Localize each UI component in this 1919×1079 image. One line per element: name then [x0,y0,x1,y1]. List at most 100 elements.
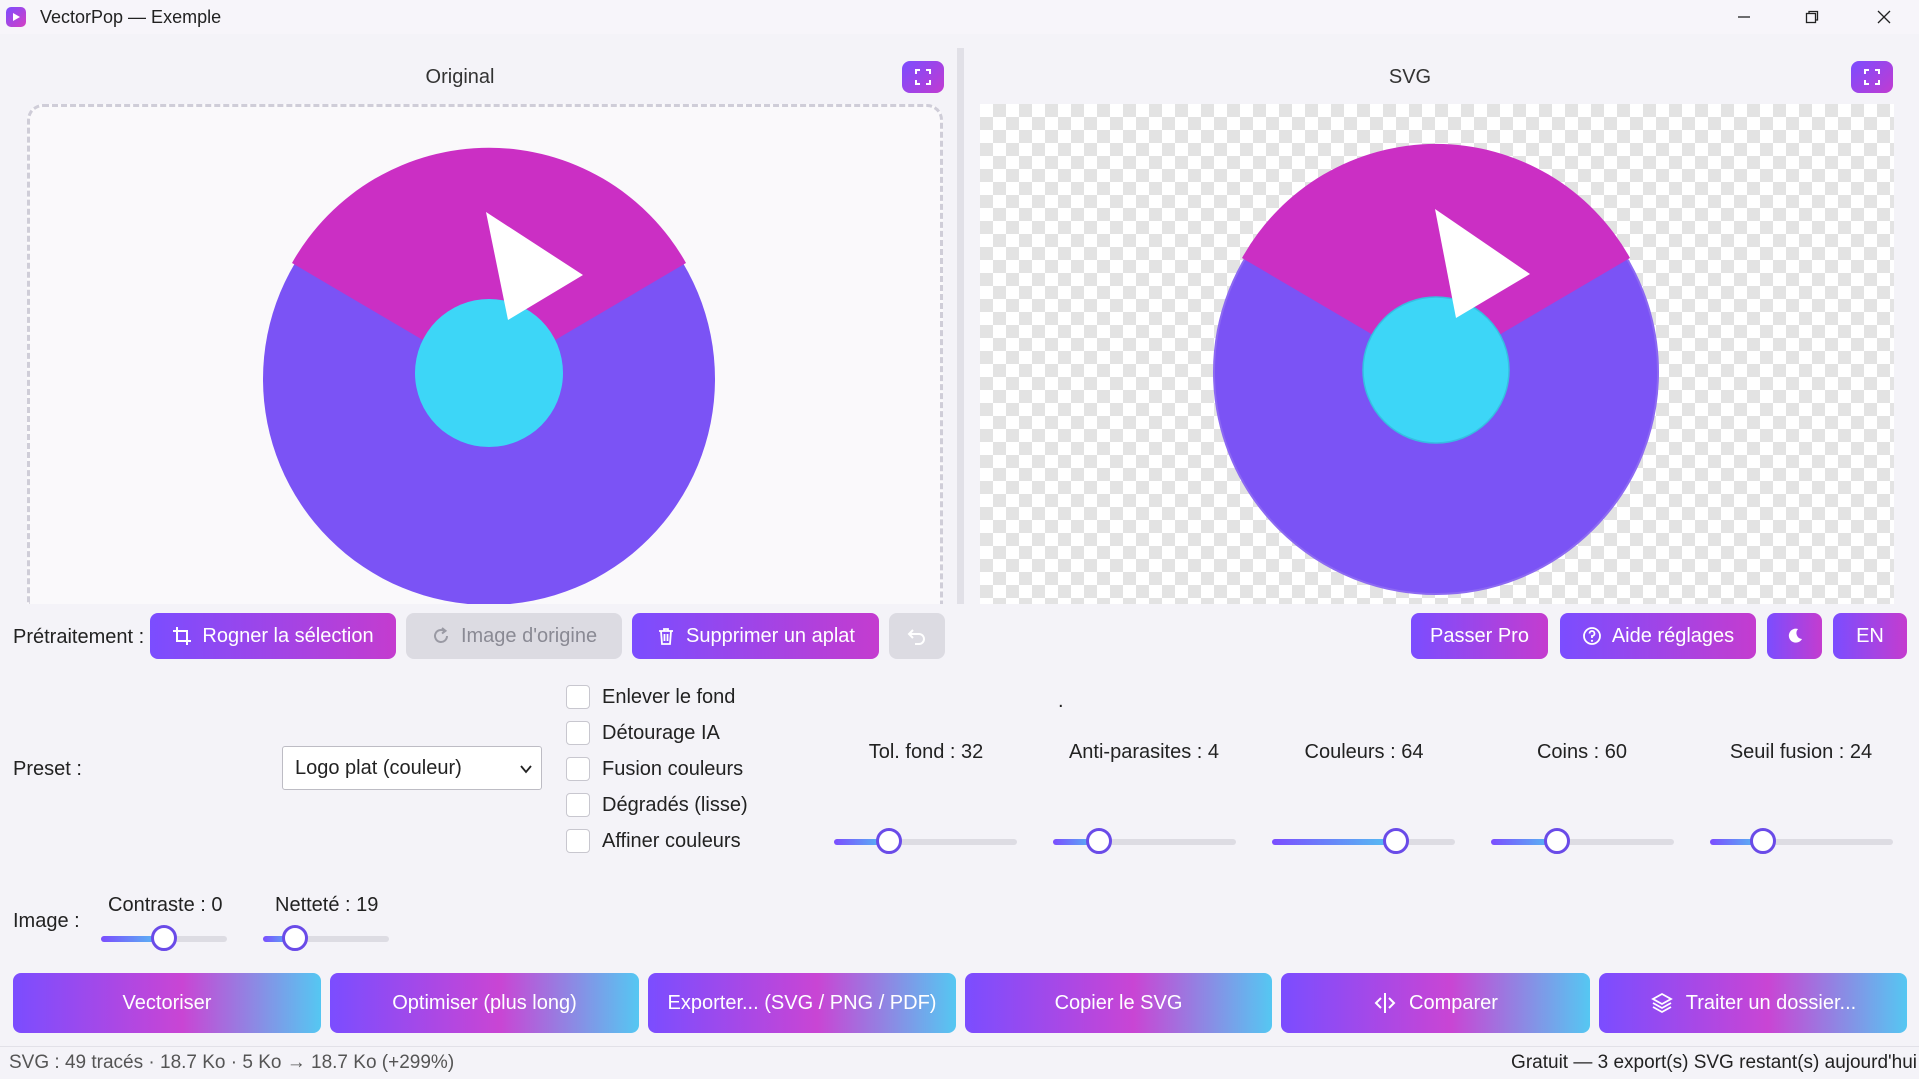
sharpness-slider[interactable] [263,925,389,951]
option-gradients[interactable]: Dégradés (lisse) [566,793,748,817]
slider-thumb[interactable] [151,925,177,951]
slider-fill [101,936,164,942]
settings-help-button[interactable]: Aide réglages [1560,613,1756,659]
colors-slider[interactable] [1272,828,1455,854]
vectorize-label: Vectoriser [122,991,212,1014]
close-icon [1877,10,1891,24]
checkbox[interactable] [566,793,590,817]
merge-threshold-label: Seuil fusion : 24 [1729,741,1873,763]
contrast-label: Contraste : 0 [108,894,223,916]
svg-preview-panel[interactable] [980,104,1894,604]
checkbox[interactable] [566,685,590,709]
remove-flat-label: Supprimer un aplat [686,624,855,647]
slider-track [1491,839,1674,845]
batch-folder-button[interactable]: Traiter un dossier... [1599,973,1907,1033]
slider-track [1710,839,1893,845]
option-label: Fusion couleurs [602,757,744,780]
close-button[interactable] [1850,0,1918,34]
compare-icon [1374,993,1396,1013]
help-circle-icon [1582,627,1601,645]
preset-select[interactable]: Logo plat (couleur) [282,746,542,790]
slider-thumb[interactable] [1383,828,1410,854]
bg-tolerance-slider[interactable] [834,828,1017,854]
contrast-slider[interactable] [101,925,227,951]
original-logo-image [263,147,715,604]
dark-mode-button[interactable] [1767,613,1822,659]
option-merge-colors[interactable]: Fusion couleurs [566,757,743,781]
svg-fullscreen-button[interactable] [1851,61,1893,93]
checkbox[interactable] [566,757,590,781]
remove-flat-button[interactable]: Supprimer un aplat [632,613,879,659]
minimize-icon [1738,16,1750,18]
export-label: Exporter... (SVG / PNG / PDF) [667,991,937,1014]
crop-selection-label: Rogner la sélection [202,624,374,647]
refresh-icon [433,627,448,643]
slider-thumb[interactable] [281,925,308,951]
original-image-panel[interactable] [27,104,943,604]
corners-slider[interactable] [1491,828,1674,854]
status-license-info: Gratuit — 3 export(s) SVG restant(s) auj… [1511,1052,1917,1073]
compare-label: Comparer [1409,991,1498,1014]
merge-threshold-slider[interactable] [1710,828,1893,854]
export-button[interactable]: Exporter... (SVG / PNG / PDF) [648,973,956,1033]
option-label: Dégradés (lisse) [602,793,748,816]
crop-icon [173,627,192,645]
option-ai-cutout[interactable]: Détourage IA [566,721,720,745]
moon-icon [1788,628,1802,643]
option-label: Détourage IA [602,721,720,744]
slider-fill [1053,839,1099,845]
slider-fill [1272,839,1397,845]
slider-thumb[interactable] [1750,828,1777,854]
maximize-icon [1805,10,1819,24]
option-label: Enlever le fond [602,685,736,708]
slider-thumb[interactable] [1543,828,1570,854]
status-dot: . [1058,690,1064,712]
fullscreen-icon [915,69,931,85]
despeckle-slider[interactable] [1053,828,1236,854]
window-title: VectorPop — Exemple [40,6,222,27]
go-pro-label: Passer Pro [1430,624,1529,647]
chevron-down-icon [520,765,532,774]
original-image-button[interactable]: Image d'origine [406,613,622,659]
minimize-button[interactable] [1710,0,1778,34]
option-refine-colors[interactable]: Affiner couleurs [566,829,741,853]
language-button[interactable]: EN [1833,613,1907,659]
preset-value: Logo plat (couleur) [295,756,462,779]
trash-icon [659,628,673,645]
colors-label: Couleurs : 64 [1304,741,1424,763]
option-label: Affiner couleurs [602,829,741,852]
slider-thumb[interactable] [875,828,902,854]
checkbox[interactable] [566,721,590,745]
panel-splitter[interactable] [957,48,964,604]
original-image-label: Image d'origine [460,624,598,647]
slider-track [263,936,389,942]
sharpness-label: Netteté : 19 [275,894,379,916]
maximize-button[interactable] [1778,0,1846,34]
crop-selection-button[interactable]: Rogner la sélection [150,613,396,659]
slider-fill [834,839,889,845]
copy-svg-button[interactable]: Copier le SVG [965,973,1272,1033]
fullscreen-icon [1864,69,1880,85]
slider-track [834,839,1017,845]
slider-fill [1710,839,1764,845]
undo-icon [907,629,925,645]
slider-thumb[interactable] [1085,828,1112,854]
option-remove-background[interactable]: Enlever le fond [566,685,735,709]
original-fullscreen-button[interactable] [902,61,944,93]
vectorize-button[interactable]: Vectoriser [13,973,321,1033]
title-bar: VectorPop — Exemple [0,0,1919,34]
svg-logo-preview [1213,143,1659,595]
checkbox[interactable] [566,829,590,853]
despeckle-label: Anti-parasites : 4 [1068,741,1220,763]
settings-help-label: Aide réglages [1611,624,1735,647]
go-pro-button[interactable]: Passer Pro [1411,613,1548,659]
undo-button[interactable] [889,613,945,659]
slider-track [1053,839,1236,845]
original-panel-title: Original [425,66,495,88]
copy-svg-label: Copier le SVG [1054,991,1183,1014]
language-label: EN [1856,624,1884,647]
corners-label: Coins : 60 [1536,741,1628,763]
compare-button[interactable]: Comparer [1281,973,1590,1033]
optimize-button[interactable]: Optimiser (plus long) [330,973,639,1033]
app-logo-icon [6,7,26,27]
